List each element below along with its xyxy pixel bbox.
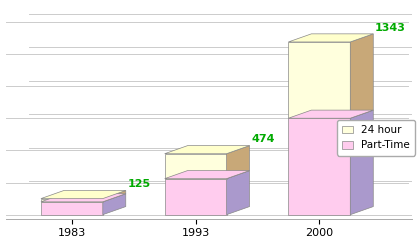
Polygon shape — [103, 194, 126, 215]
Bar — [165, 154, 227, 179]
Bar — [165, 179, 227, 215]
Polygon shape — [227, 146, 250, 179]
Legend: 24 hour, Part-Time: 24 hour, Part-Time — [337, 120, 415, 155]
Text: 125: 125 — [127, 179, 151, 189]
Polygon shape — [41, 191, 126, 199]
Bar — [288, 118, 350, 215]
Polygon shape — [165, 146, 250, 154]
Polygon shape — [288, 110, 373, 118]
Polygon shape — [350, 110, 373, 215]
Text: 474: 474 — [251, 134, 275, 144]
Bar — [41, 202, 103, 215]
Text: 1343: 1343 — [375, 22, 406, 32]
Polygon shape — [103, 191, 126, 202]
Polygon shape — [288, 34, 373, 42]
Polygon shape — [41, 194, 126, 202]
Bar — [41, 199, 103, 202]
Polygon shape — [350, 34, 373, 118]
Polygon shape — [227, 171, 250, 215]
Polygon shape — [165, 171, 250, 179]
Bar — [288, 42, 350, 118]
